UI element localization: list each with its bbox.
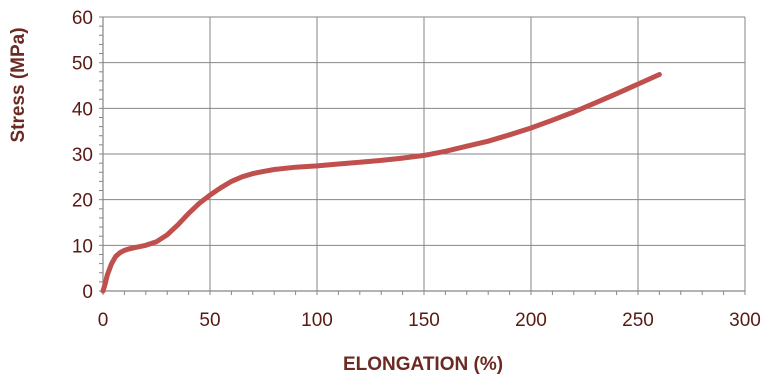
series-area — [100, 72, 662, 294]
x-tick-label: 150 — [408, 310, 440, 331]
y-tick-label: 10 — [72, 236, 93, 257]
axes — [99, 16, 746, 295]
stress-curve — [100, 72, 662, 294]
y-tick-label: 30 — [72, 145, 93, 166]
y-tick-label: 60 — [72, 8, 93, 29]
tick-labels: 0 10 20 30 40 50 60 0 50 100 150 200 250 300 — [72, 8, 761, 331]
x-tick-label: 200 — [515, 310, 547, 331]
y-tick-label: 40 — [72, 99, 93, 120]
y-tick-label: 20 — [72, 191, 93, 212]
y-axis-title: Stress (MPa) — [8, 27, 29, 142]
x-tick-label: 0 — [98, 310, 109, 331]
y-tick-label: 0 — [82, 282, 93, 303]
grid-lines — [103, 16, 746, 291]
x-tick-label: 100 — [301, 310, 333, 331]
x-tick-label: 300 — [729, 310, 761, 331]
y-tick-label: 50 — [72, 54, 93, 75]
x-axis-title: ELONGATION (%) — [343, 354, 503, 375]
x-tick-label: 50 — [199, 310, 220, 331]
x-tick-label: 250 — [622, 310, 654, 331]
